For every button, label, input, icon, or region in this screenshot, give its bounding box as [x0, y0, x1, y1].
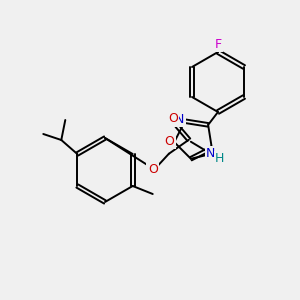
Text: F: F	[214, 38, 222, 50]
Text: O: O	[148, 163, 158, 176]
Text: N: N	[206, 147, 216, 160]
Text: O: O	[164, 135, 174, 148]
Text: O: O	[168, 112, 178, 125]
Text: H: H	[215, 152, 225, 165]
Text: N: N	[175, 113, 184, 126]
